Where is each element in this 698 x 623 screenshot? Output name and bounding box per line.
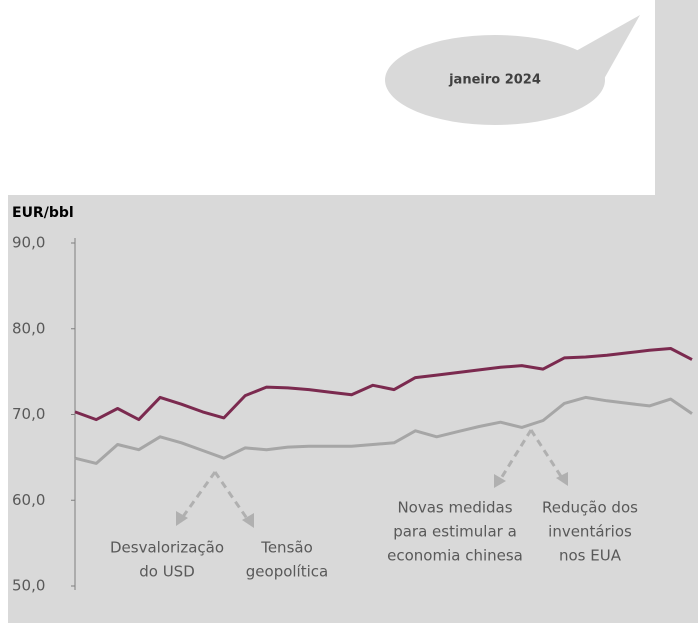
annotation: Tensão bbox=[260, 539, 313, 557]
annotation: do USD bbox=[139, 563, 195, 581]
panel-strip bbox=[655, 0, 698, 195]
y-tick-label: 50,0 bbox=[12, 577, 45, 595]
callout-text: janeiro 2024 bbox=[448, 73, 541, 88]
annotation: economia chinesa bbox=[387, 547, 523, 565]
annotation: para estimular a bbox=[393, 523, 517, 541]
y-tick-label: 90,0 bbox=[12, 234, 45, 252]
annotation: Desvalorização bbox=[110, 539, 224, 557]
annotation: inventários bbox=[548, 523, 632, 541]
arrow-heads bbox=[176, 472, 568, 528]
annotation: Novas medidas bbox=[397, 499, 512, 517]
series-line bbox=[74, 395, 693, 465]
y-tick-label: 60,0 bbox=[12, 491, 45, 509]
annotation: geopolítica bbox=[246, 563, 328, 581]
callout-bubble bbox=[385, 35, 605, 125]
annotation: Redução dos bbox=[542, 499, 638, 517]
annotation: nos EUA bbox=[559, 547, 622, 565]
y-axis-label: EUR/bbl bbox=[12, 205, 74, 221]
chart-panel bbox=[8, 195, 698, 623]
y-tick-label: 70,0 bbox=[12, 405, 45, 423]
y-tick-label: 80,0 bbox=[12, 319, 45, 337]
series-line bbox=[74, 347, 693, 422]
annotation-arrows bbox=[180, 429, 564, 521]
